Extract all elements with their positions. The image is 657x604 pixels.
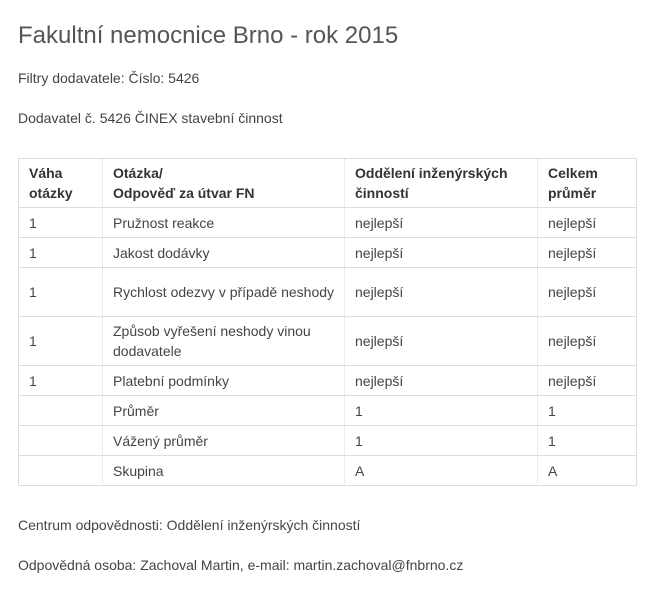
header-row: Váha otázky Otázka/Odpověď za útvar FN Od… (18, 158, 637, 208)
table-cell: Skupina (102, 455, 345, 486)
table-cell: 1 (18, 365, 103, 396)
table-cell: Vážený průměr (102, 425, 345, 456)
table-cell: Rychlost odezvy v případě neshody (102, 267, 345, 317)
table-cell: 1 (537, 425, 637, 456)
table-cell: Jakost dodávky (102, 237, 345, 268)
table-cell: 1 (344, 425, 538, 456)
table-cell: nejlepší (344, 316, 538, 366)
filter-text: Filtry dodavatele: Číslo: 5426 (18, 70, 200, 86)
table-row: 1 Rychlost odezvy v případě neshody nejlep… (18, 267, 637, 317)
responsibility-center: Centrum odpovědnosti: Oddělení inženýrsk… (18, 517, 361, 533)
page-title: Fakultní nemocnice Brno - rok 2015 (18, 22, 399, 49)
table-cell: 1 (18, 237, 103, 268)
table-cell: nejlepší (537, 316, 637, 366)
table-row: Průměr 1 1 (18, 395, 637, 426)
table-cell: Pružnost reakce (102, 207, 345, 238)
table-cell: Platební podmínky (102, 365, 345, 396)
header-total: Celkem průměr (537, 158, 637, 208)
responsible-person: Odpovědná osoba: Zachoval Martin, e-mail… (18, 557, 464, 573)
header-department: Oddělení inženýrských činností (344, 158, 538, 208)
table-cell (18, 455, 103, 486)
table-row: 1 Jakost dodávky nejlepší nejlepší (18, 237, 637, 268)
table-cell: nejlepší (344, 207, 538, 238)
table-cell: nejlepší (344, 267, 538, 317)
table-cell: 1 (18, 316, 103, 366)
table-cell: 1 (537, 395, 637, 426)
table-row: Skupina A A (18, 455, 637, 486)
evaluation-table: Váha otázky Otázka/Odpověď za útvar FN Od… (18, 158, 637, 486)
table-row: 1 Způsob vyřešení neshody vinou dodavatel… (18, 316, 637, 366)
table-cell: 1 (344, 395, 538, 426)
supplier-text: Dodavatel č. 5426 ČINEX stavební činnost (18, 110, 283, 126)
table-cell: nejlepší (537, 267, 637, 317)
header-weight: Váha otázky (18, 158, 103, 208)
table-cell (18, 395, 103, 426)
table-cell: nejlepší (344, 365, 538, 396)
table-cell: Způsob vyřešení neshody vinou dodavatele (102, 316, 345, 366)
table-cell: Průměr (102, 395, 345, 426)
table-cell: 1 (18, 207, 103, 238)
header-question: Otázka/Odpověď za útvar FN (102, 158, 345, 208)
table-cell: A (537, 455, 637, 486)
table-cell: A (344, 455, 538, 486)
table-cell: nejlepší (537, 365, 637, 396)
table-row: 1 Pružnost reakce nejlepší nejlepší (18, 207, 637, 238)
table-cell: nejlepší (537, 237, 637, 268)
table-row: 1 Platební podmínky nejlepší nejlepší (18, 365, 637, 396)
table-row: Vážený průměr 1 1 (18, 425, 637, 456)
table-cell: nejlepší (537, 207, 637, 238)
table-cell: 1 (18, 267, 103, 317)
table-cell (18, 425, 103, 456)
table-cell: nejlepší (344, 237, 538, 268)
